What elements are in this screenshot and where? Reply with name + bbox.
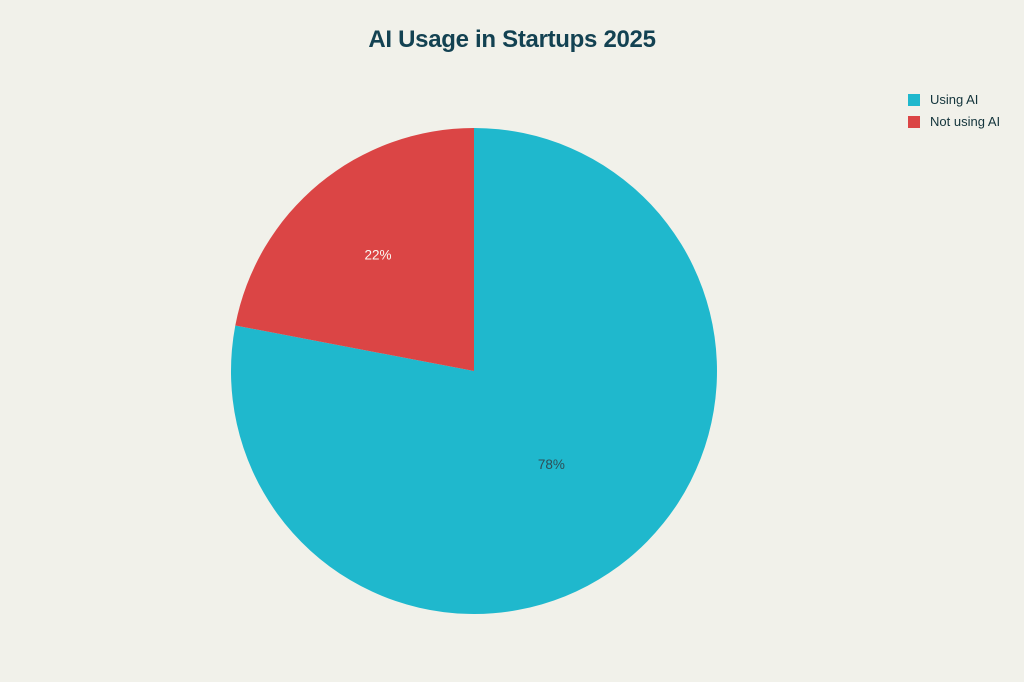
- slice-label-not-using-ai: 22%: [364, 247, 391, 262]
- legend-swatch-not-using-ai-icon: [908, 115, 920, 128]
- slice-label-using-ai: 78%: [538, 457, 565, 472]
- legend-swatch-using-ai-icon: [908, 93, 920, 106]
- legend-item-using-ai[interactable]: Using AI: [908, 92, 1000, 107]
- legend: Using AI Not using AI: [908, 92, 1000, 129]
- pie-slice-using-ai[interactable]: [230, 128, 717, 614]
- legend-label-using-ai: Using AI: [930, 92, 979, 107]
- chart-title: AI Usage in Startups 2025: [368, 26, 656, 53]
- legend-item-not-using-ai[interactable]: Not using AI: [908, 114, 1000, 129]
- legend-label-not-using-ai: Not using AI: [930, 114, 1001, 129]
- pie-slice-not-using-ai[interactable]: [235, 128, 474, 371]
